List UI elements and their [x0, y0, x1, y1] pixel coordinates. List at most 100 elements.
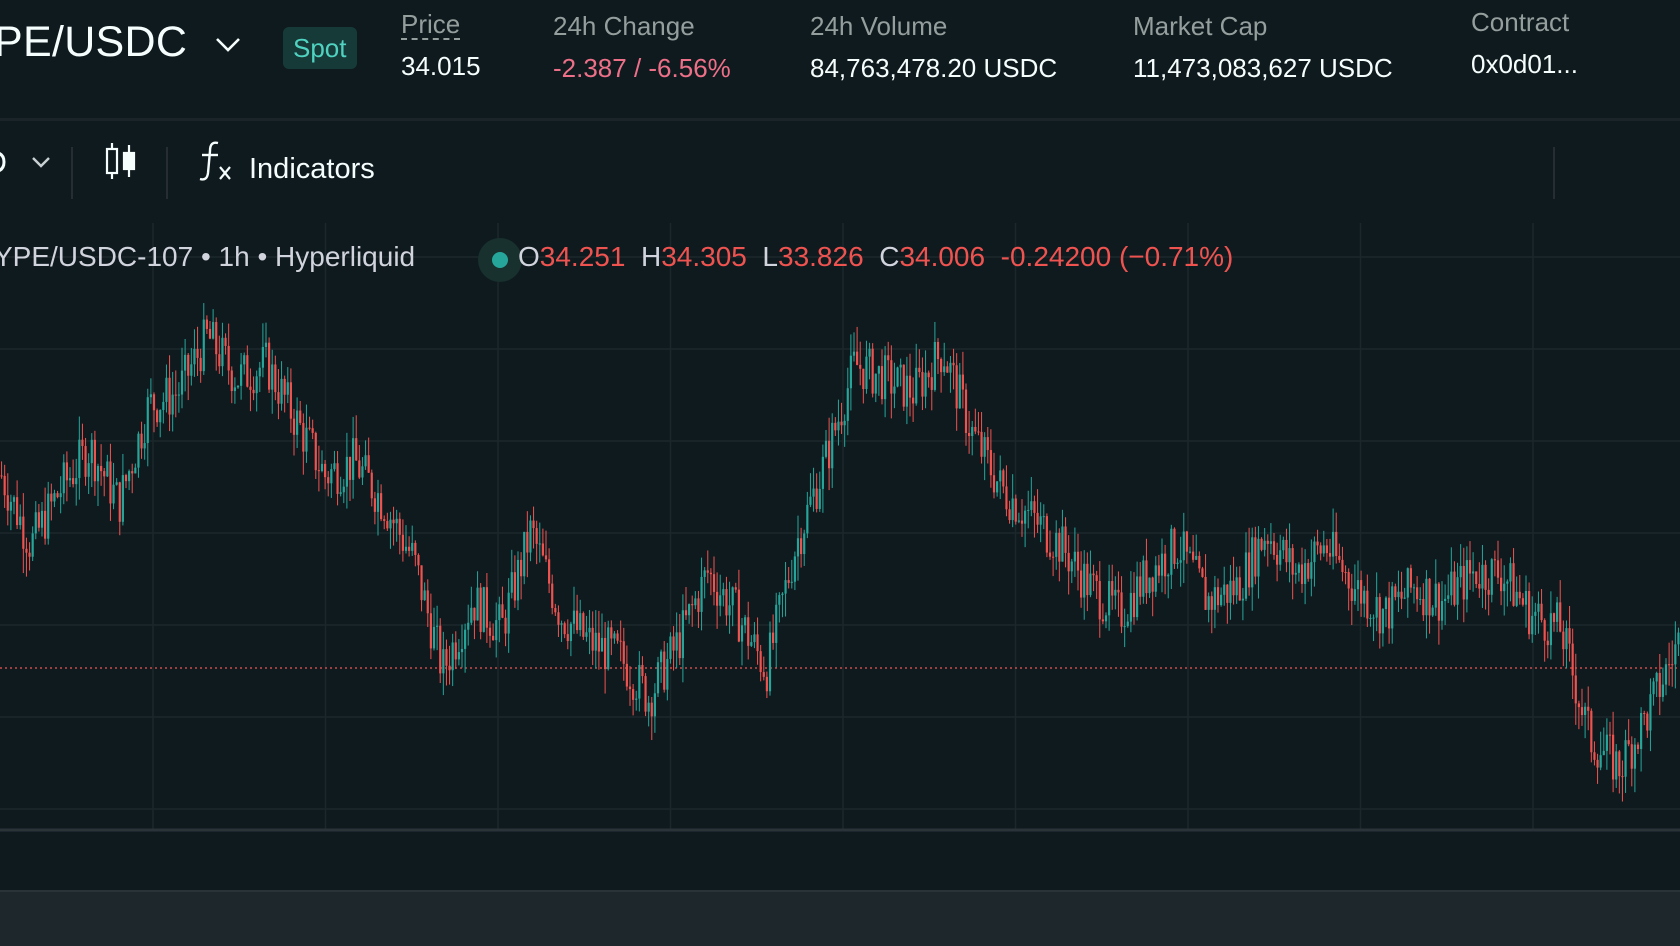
candle-body [977, 431, 980, 433]
candle-body [187, 354, 190, 376]
candle-body [1223, 584, 1226, 595]
candle-body [423, 590, 426, 601]
candle-body [936, 341, 940, 360]
candle-body [1643, 713, 1646, 715]
candle-body [1518, 591, 1521, 599]
candlestick-chart[interactable] [0, 223, 1680, 890]
toolbar-divider [166, 147, 168, 199]
candle-body [1419, 599, 1422, 601]
candle-body [768, 632, 772, 692]
candle-body [1291, 548, 1294, 575]
indicators-button[interactable]: Indicators [249, 153, 375, 185]
candle-body [520, 559, 523, 577]
candles [0, 303, 1680, 802]
candle-body [352, 438, 355, 480]
candle-body [563, 623, 566, 635]
candle-body [983, 437, 986, 457]
stat-24h-change-label: 24h Change [553, 11, 695, 41]
pair-selector-label[interactable]: PE/USDC [0, 18, 188, 66]
candle-body [1456, 577, 1459, 605]
candle-body [1602, 750, 1605, 756]
candle-body [1627, 740, 1630, 745]
candle-body [140, 433, 143, 449]
candle-body [538, 543, 541, 545]
candle-body [252, 389, 255, 394]
candle-body [473, 607, 476, 621]
candle-body [1226, 584, 1229, 603]
candle-body [588, 627, 591, 633]
candle-body [632, 689, 635, 700]
candle-body [1027, 509, 1030, 511]
candle-body [610, 627, 613, 639]
candle-body [230, 370, 233, 392]
candle-body [697, 598, 700, 612]
candle-body [1325, 545, 1328, 554]
candle-body [688, 604, 691, 616]
stat-24h-volume: 24h Volume 84,763,478.20 USDC [810, 10, 1057, 84]
candle-body [1257, 538, 1260, 577]
candle-body [1406, 568, 1409, 598]
stat-contract-value[interactable]: 0x0d01... [1471, 49, 1578, 79]
candle-body [700, 576, 703, 612]
candlestick-icon[interactable] [103, 141, 139, 181]
interval-icon[interactable] [0, 147, 10, 177]
candle-body [716, 591, 719, 606]
candle-body [34, 512, 37, 534]
candle-body [1042, 516, 1045, 518]
candle-body [1276, 554, 1279, 565]
stat-contract-label: Contract [1471, 7, 1570, 37]
candle-body [1658, 672, 1661, 697]
candle-body [781, 593, 784, 596]
candle-body [1375, 597, 1378, 618]
candle-body [1248, 552, 1251, 588]
candle-body [625, 663, 628, 687]
candle-body [532, 520, 535, 529]
chevron-down-icon[interactable] [213, 30, 243, 60]
candle-body [1472, 571, 1475, 574]
candle-body [784, 580, 787, 594]
candle-body [1440, 601, 1444, 621]
candle-body [980, 431, 983, 457]
candle-body [1070, 561, 1073, 572]
candle-body [1422, 599, 1425, 616]
candle-body [1300, 564, 1304, 584]
candle-body [1356, 580, 1360, 590]
candle-body [31, 533, 34, 557]
candle-body [908, 375, 912, 398]
candle-body [759, 651, 762, 673]
stat-price-label[interactable]: Price [401, 9, 461, 40]
candle-body [1322, 545, 1325, 554]
candle-body [1444, 598, 1447, 602]
candle-body [314, 432, 317, 471]
candle-body [1204, 576, 1207, 610]
candle-body [728, 605, 731, 616]
candle-body [1534, 611, 1537, 616]
candle-body [1210, 596, 1213, 610]
candle-body [992, 475, 996, 493]
candle-body [1540, 603, 1543, 621]
candle-body [1201, 568, 1204, 577]
candle-body [305, 427, 308, 452]
candle-body [591, 627, 594, 651]
candle-body [1192, 551, 1195, 560]
candle-body [1565, 628, 1568, 650]
candle-body [986, 437, 989, 451]
candle-body [1145, 560, 1148, 594]
fx-icon[interactable] [198, 139, 234, 183]
candle-body [635, 698, 638, 700]
candle-body [529, 520, 532, 553]
candle-body [1164, 553, 1167, 577]
candle-body [1241, 598, 1244, 601]
candle-body [3, 475, 6, 496]
candle-body [940, 359, 943, 373]
chevron-down-icon[interactable] [30, 151, 52, 173]
candle-body [918, 367, 921, 373]
price-chart[interactable]: YPE/USDC-107 • 1h • Hyperliquid O34.251 … [0, 223, 1680, 890]
candle-body [286, 382, 289, 395]
candle-body [1073, 551, 1076, 562]
candle-body [1618, 751, 1621, 777]
candle-body [600, 637, 604, 652]
candle-body [1235, 577, 1238, 596]
candle-body [426, 590, 429, 614]
candle-body [1630, 744, 1633, 769]
